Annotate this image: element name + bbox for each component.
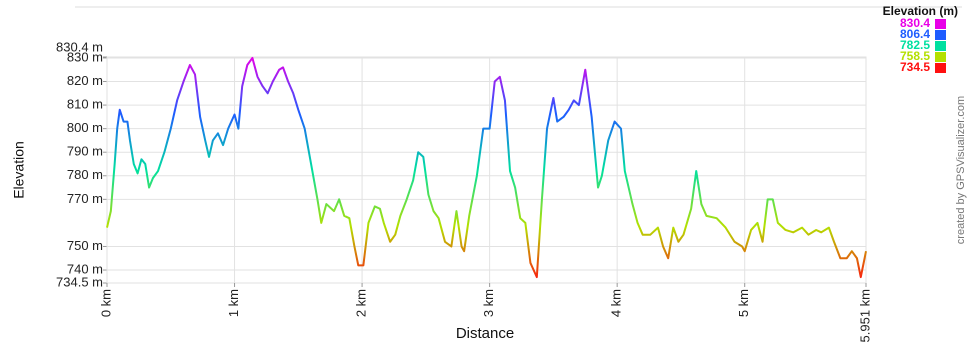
y-tick-label: 830 m xyxy=(67,49,103,64)
legend-swatch xyxy=(935,30,946,40)
legend-title: Elevation (m) xyxy=(883,4,958,18)
x-tick-label: 2 km xyxy=(354,289,369,317)
x-axis-title: Distance xyxy=(456,325,514,342)
legend-label: 806.4 xyxy=(900,27,930,41)
legend-label: 782.5 xyxy=(900,38,930,52)
x-tick-label: 3 km xyxy=(481,289,496,317)
y-axis-title: Elevation xyxy=(11,141,27,199)
y-tick-label: 830.4 m xyxy=(56,39,103,54)
x-tick-label: 5.951 km xyxy=(857,289,872,342)
y-tick-label: 750 m xyxy=(67,238,103,253)
legend-label: 758.5 xyxy=(900,49,930,63)
y-tick-label: 820 m xyxy=(67,73,103,88)
x-tick-label: 1 km xyxy=(226,289,241,317)
x-tick-label: 5 km xyxy=(736,289,751,317)
legend-swatch xyxy=(935,63,946,73)
legend-label: 734.5 xyxy=(900,60,930,74)
x-tick-label: 0 km xyxy=(98,289,113,317)
y-tick-label: 790 m xyxy=(67,144,103,159)
legend-swatch xyxy=(935,41,946,51)
legend-label: 830.4 xyxy=(900,16,930,30)
y-tick-label: 734.5 m xyxy=(56,274,103,289)
legend-swatch xyxy=(935,52,946,62)
plot-area xyxy=(106,56,867,284)
credit: created by GPSVisualizer.com xyxy=(955,96,967,244)
y-tick-label: 780 m xyxy=(67,167,103,182)
y-tick-label: 810 m xyxy=(67,97,103,112)
y-tick-label: 740 m xyxy=(67,261,103,276)
y-tick-label: 800 m xyxy=(67,120,103,135)
y-tick-label: 770 m xyxy=(67,191,103,206)
x-tick-label: 4 km xyxy=(609,289,624,317)
elevation-line xyxy=(106,56,867,279)
legend-swatch xyxy=(935,19,946,29)
